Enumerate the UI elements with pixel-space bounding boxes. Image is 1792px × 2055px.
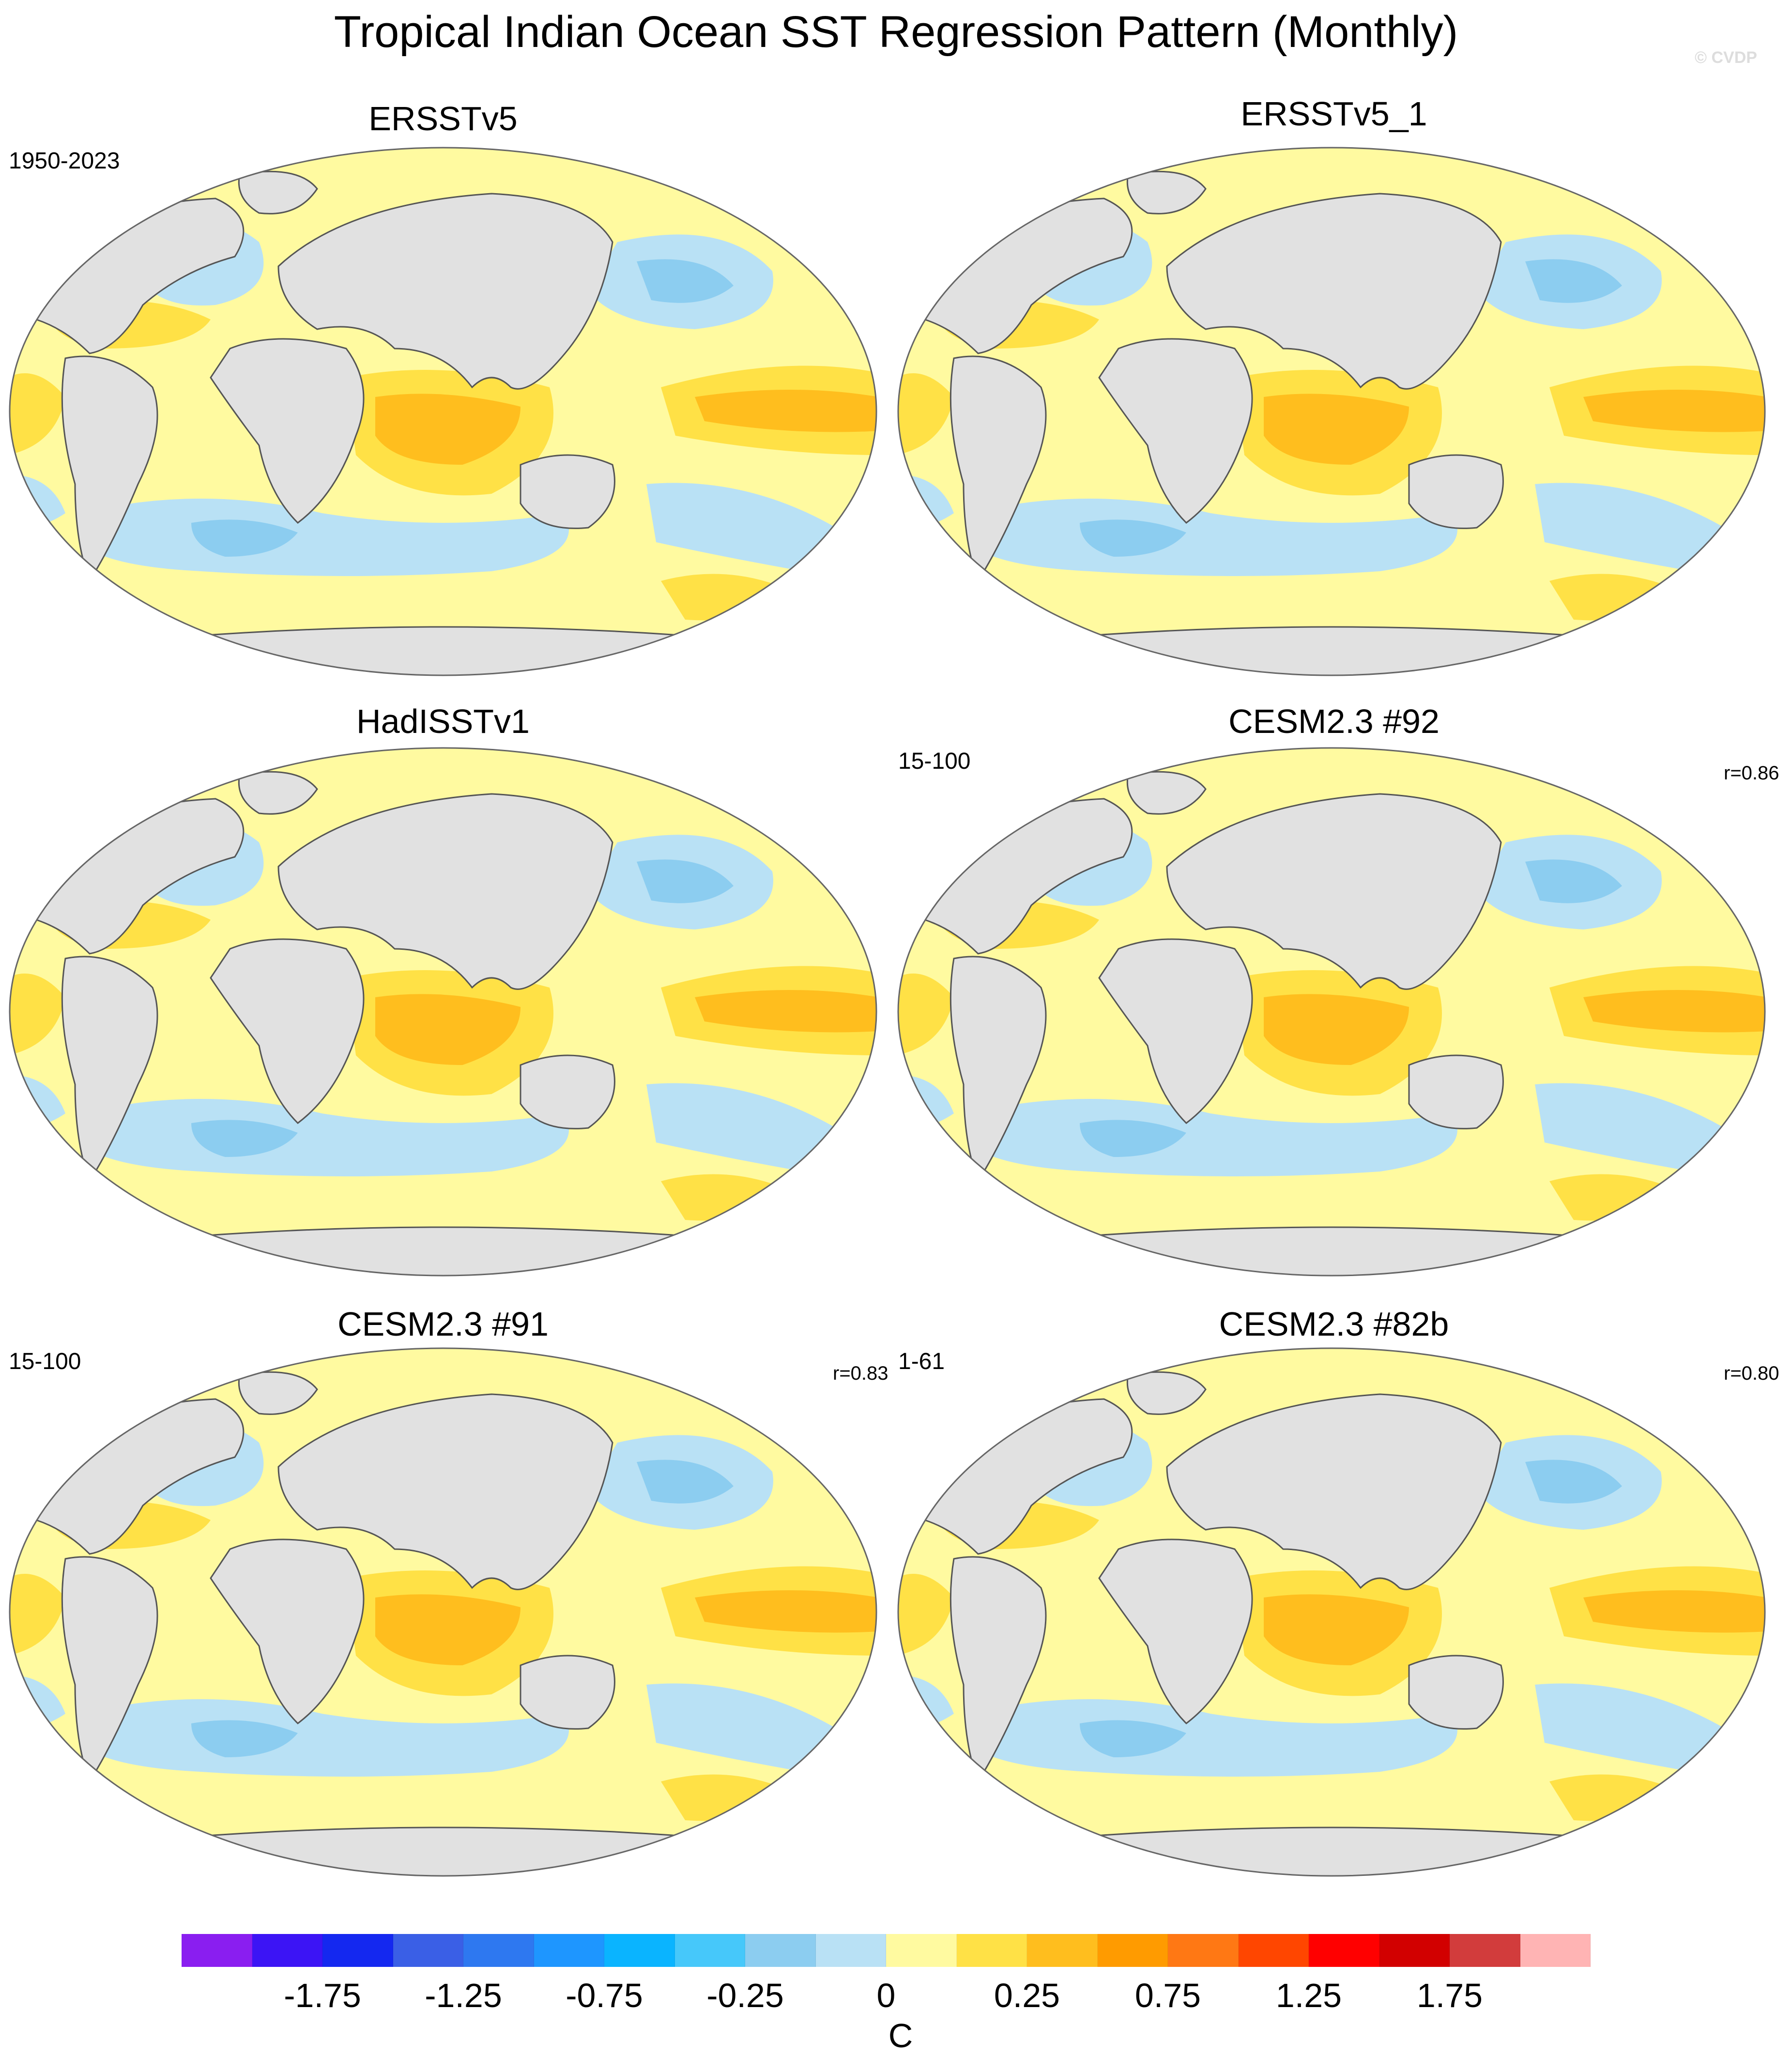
map-panel-1 [9, 147, 877, 676]
colorbar-swatch [1238, 1934, 1309, 1967]
colorbar-swatch [956, 1934, 1027, 1967]
panel-title-5: CESM2.3 #91 [337, 1305, 549, 1343]
colorbar-swatch [1520, 1934, 1591, 1967]
colorbar-swatch [1097, 1934, 1168, 1967]
colorbar-swatch [1450, 1934, 1520, 1967]
map-panel-4 [897, 747, 1766, 1277]
map-panel-3 [9, 747, 877, 1277]
panel-r-label-5: r=0.83 [833, 1363, 888, 1384]
colorbar-swatch [674, 1934, 745, 1967]
panel-title-2: ERSSTv5_1 [1241, 95, 1427, 133]
colorbar-swatch [534, 1934, 604, 1967]
colorbar-tick-label: -1.75 [284, 1977, 361, 2014]
colorbar-tick-label: 0.75 [1134, 1977, 1201, 2014]
colorbar-swatch [1379, 1934, 1450, 1967]
colorbar-tick-label: -1.25 [425, 1977, 502, 2014]
panel-title-4: CESM2.3 #92 [1228, 702, 1440, 740]
colorbar-tick-label: 0.25 [994, 1977, 1060, 2014]
colorbar-tick-label: 1.75 [1416, 1977, 1483, 2014]
panel-left-label-1: 1950-2023 [9, 148, 120, 174]
colorbar-tick-label: -0.25 [706, 1977, 784, 2014]
colorbar-tick-label: 1.25 [1275, 1977, 1342, 2014]
colorbar-swatch [463, 1934, 534, 1967]
figure-title: Tropical Indian Ocean SST Regression Pat… [334, 7, 1458, 57]
colorbar-swatch [815, 1934, 886, 1967]
map-panel-2 [897, 147, 1766, 676]
colorbar-swatch [393, 1934, 463, 1967]
colorbar-swatch [1309, 1934, 1379, 1967]
panel-left-label-4: 15-100 [898, 748, 971, 774]
colorbar-tick-label: -0.75 [566, 1977, 643, 2014]
colorbar-swatch [886, 1934, 957, 1967]
panel-left-label-6: 1-61 [898, 1349, 945, 1374]
colorbar-swatch [252, 1934, 322, 1967]
colorbar-swatch [182, 1934, 252, 1967]
colorbar-swatch [1168, 1934, 1239, 1967]
panel-r-label-4: r=0.86 [1724, 762, 1779, 784]
colorbar-unit: C [888, 2017, 913, 2055]
colorbar-tick-label: 0 [876, 1977, 896, 2014]
watermark: © CVDP [1695, 48, 1757, 67]
panel-title-3: HadISSTv1 [356, 702, 530, 740]
panel-r-label-6: r=0.80 [1724, 1363, 1779, 1384]
colorbar-swatch [1027, 1934, 1098, 1967]
colorbar-swatch [322, 1934, 393, 1967]
map-panel-6 [897, 1347, 1766, 1877]
colorbar [182, 1934, 1591, 1967]
panel-title-1: ERSSTv5 [368, 100, 518, 137]
map-panel-5 [9, 1347, 877, 1877]
panel-title-6: CESM2.3 #82b [1219, 1305, 1449, 1343]
colorbar-swatch [604, 1934, 675, 1967]
colorbar-swatch [745, 1934, 816, 1967]
panel-left-label-5: 15-100 [9, 1349, 81, 1374]
